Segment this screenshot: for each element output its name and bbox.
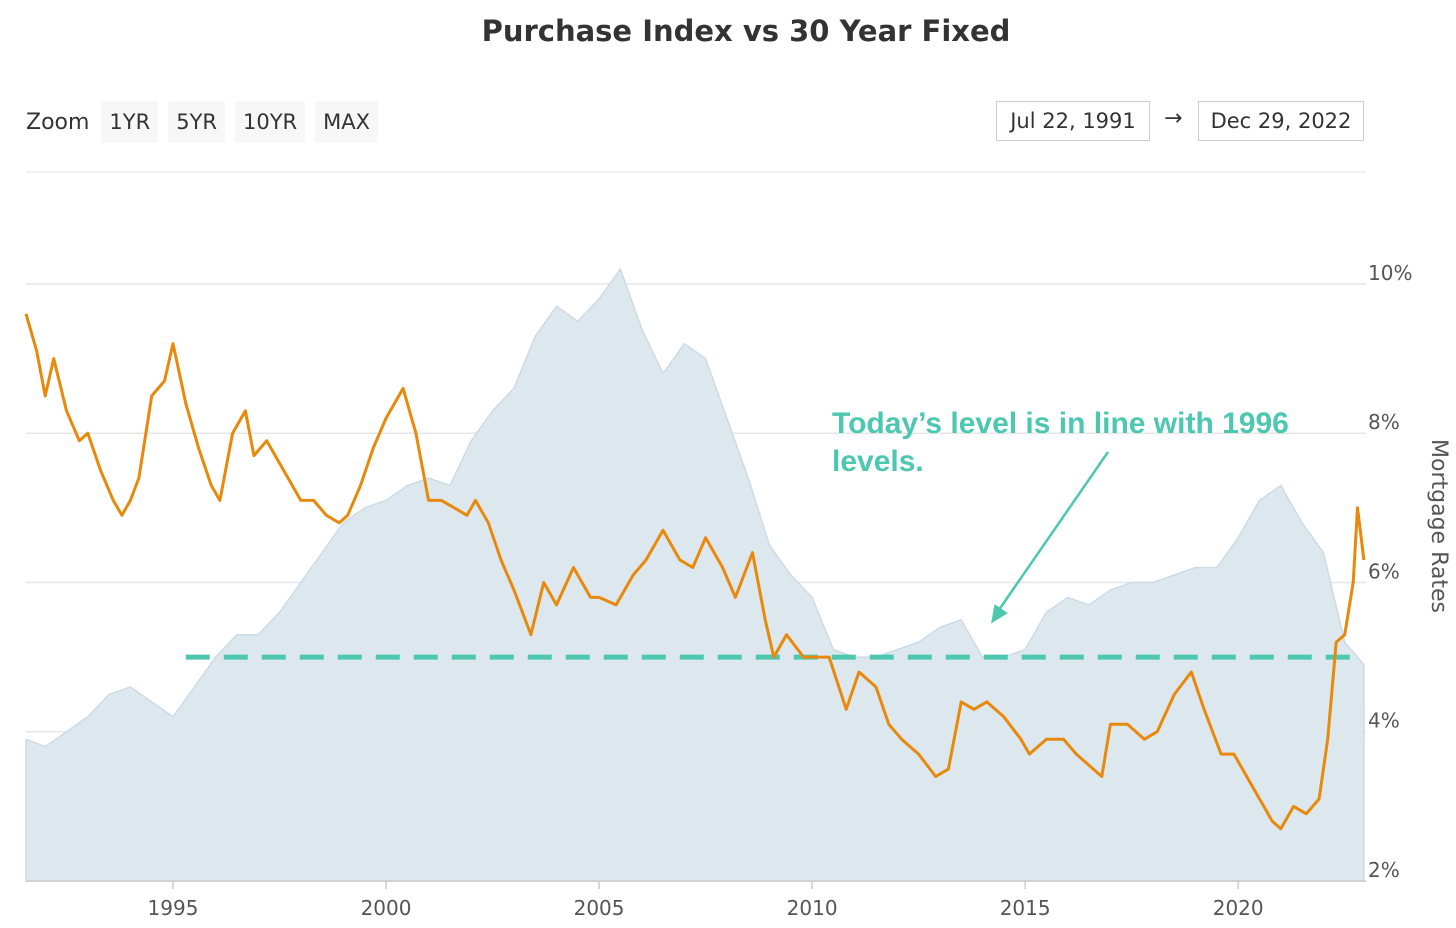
y-tick-label: 4% — [1368, 709, 1400, 733]
y-axis-title: Mortgage Rates — [1426, 439, 1451, 613]
y-tick-label: 10% — [1368, 261, 1412, 285]
x-tick-label: 2015 — [1000, 896, 1051, 920]
y-tick-label: 2% — [1368, 858, 1400, 882]
chart-title: Purchase Index vs 30 Year Fixed — [481, 14, 1011, 48]
purchase-index-area — [25, 267, 1365, 882]
x-tick-label: 2010 — [787, 896, 838, 920]
annotation-arrow-head — [991, 604, 1008, 624]
y-tick-label: 8% — [1368, 410, 1400, 434]
annotation-arrow-line — [994, 451, 1110, 617]
x-tick-label: 2005 — [574, 896, 625, 920]
zoom-max-button[interactable]: MAX — [315, 101, 378, 143]
zoom-1yr-button[interactable]: 1YR — [101, 101, 159, 143]
y-tick-label: 6% — [1368, 559, 1400, 583]
zoom-label: Zoom — [26, 109, 90, 135]
x-tick-label: 2000 — [361, 896, 412, 920]
range-from-input[interactable]: Jul 22, 1991 — [996, 101, 1150, 141]
zoom-10yr-button[interactable]: 10YR — [234, 101, 306, 143]
zoom-5yr-button[interactable]: 5YR — [168, 101, 225, 143]
x-tick-label: 2020 — [1213, 896, 1264, 920]
range-arrow-icon: → — [1164, 106, 1183, 131]
x-tick-label: 1995 — [148, 896, 199, 920]
zoom-controls: Zoom 1YR 5YR 10YR MAX — [26, 101, 378, 143]
range-to-input[interactable]: Dec 29, 2022 — [1198, 101, 1364, 141]
annotation-text: Today’s level is in line with 1996 level… — [832, 407, 1289, 478]
mortgage-rate-line — [24, 313, 1366, 831]
